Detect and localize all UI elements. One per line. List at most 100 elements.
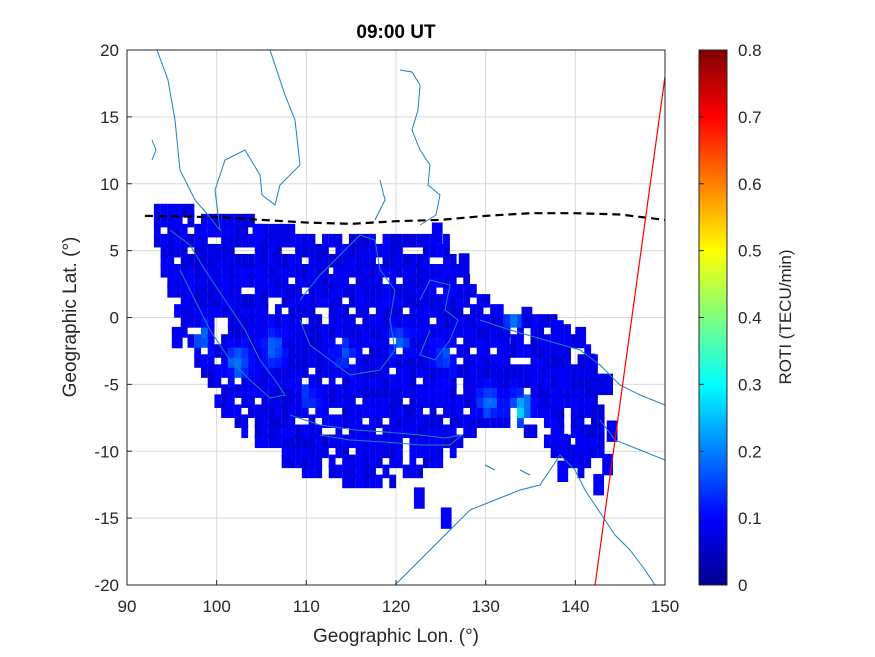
roti-cell: [577, 364, 585, 378]
roti-cell: [570, 414, 578, 429]
roti-cell: [301, 364, 309, 378]
roti-cell: [543, 384, 551, 398]
roti-cell: [274, 394, 282, 408]
roti-cell: [342, 384, 350, 398]
roti-cell: [281, 284, 289, 298]
roti-cell: [261, 314, 269, 328]
roti-cell: [449, 364, 457, 378]
roti-cell: [416, 364, 423, 378]
roti-cell: [295, 233, 302, 248]
roti-cell: [274, 324, 282, 338]
roti-cell: [443, 284, 450, 298]
roti-cell: [496, 364, 504, 378]
roti-cell: [187, 304, 195, 318]
roti-cell: [248, 274, 255, 288]
roti-cell: [443, 354, 450, 368]
roti-cell: [382, 394, 390, 408]
roti-cell: [449, 314, 457, 328]
roti-cell: [369, 404, 376, 418]
roti-cell: [496, 374, 504, 388]
roti-cell: [268, 264, 276, 278]
roti-cell: [200, 223, 208, 238]
roti-cell: [227, 314, 235, 328]
roti-cell: [463, 284, 471, 298]
roti-cell: [342, 264, 350, 278]
roti-cell: [490, 404, 497, 418]
roti-cell: [261, 424, 269, 439]
roti-cell: [200, 253, 208, 268]
roti-cell: [409, 354, 417, 368]
roti-cell: [443, 394, 450, 408]
roti-cell: [469, 334, 477, 348]
roti-cell: [207, 243, 215, 258]
roti-cell: [328, 344, 336, 358]
roti-cell: [557, 460, 569, 483]
x-tick-label: 100: [202, 597, 230, 616]
roti-cell: [362, 334, 370, 348]
roti-cell: [348, 314, 356, 328]
roti-cell: [174, 264, 181, 278]
roti-cell: [510, 394, 518, 408]
roti-cell: [315, 424, 323, 439]
roti-cell: [597, 404, 605, 418]
roti-cell: [517, 414, 524, 429]
roti-cell: [274, 253, 282, 268]
roti-cell: [308, 274, 316, 288]
roti-cell: [409, 384, 417, 398]
roti-cell: [537, 384, 545, 398]
roti-cell: [315, 284, 323, 298]
roti-cell: [469, 394, 477, 408]
roti-cell: [375, 384, 383, 398]
roti-cell: [530, 404, 538, 418]
roti-cell: [288, 454, 296, 469]
roti-cell: [416, 414, 423, 429]
roti-cell: [483, 344, 491, 358]
colorbar-tick-label: 0.1: [738, 509, 762, 528]
roti-cell: [322, 404, 329, 418]
roti-cell: [436, 314, 444, 328]
roti-cell: [315, 444, 323, 459]
roti-cell: [322, 284, 329, 298]
roti-cell: [389, 264, 397, 278]
roti-cell: [200, 243, 208, 258]
roti-cell: [301, 404, 309, 418]
roti-cell: [409, 274, 417, 288]
roti-cell: [207, 334, 215, 348]
roti-cell: [449, 253, 457, 268]
roti-cell: [254, 264, 262, 278]
x-tick-label: 150: [651, 597, 679, 616]
roti-cell: [389, 344, 397, 358]
roti-cell: [301, 264, 309, 278]
roti-cell: [355, 454, 363, 469]
roti-cell: [369, 454, 376, 469]
roti-cell: [416, 394, 423, 408]
roti-cell: [254, 374, 262, 388]
roti-cell: [268, 374, 276, 388]
roti-cell: [180, 243, 188, 258]
roti-cell: [335, 354, 343, 368]
roti-cell: [167, 253, 175, 268]
roti-cell: [443, 264, 450, 278]
roti-cell: [476, 304, 484, 318]
roti-cell: [355, 324, 363, 338]
roti-cell: [496, 384, 504, 398]
roti-cell: [295, 434, 302, 449]
roti-cell: [214, 284, 222, 298]
roti-cell: [593, 473, 605, 496]
roti-cell: [436, 274, 444, 288]
roti-cell: [301, 384, 309, 398]
roti-cell: [483, 324, 491, 338]
roti-cell: [322, 334, 329, 348]
roti-cell: [362, 374, 370, 388]
roti-cell: [174, 243, 181, 258]
roti-cell: [308, 294, 316, 308]
roti-cell: [328, 334, 336, 348]
roti-cell: [234, 284, 242, 298]
roti-cell: [416, 344, 423, 358]
roti-cell: [429, 434, 437, 449]
roti-cell: [389, 474, 397, 489]
roti-cell: [416, 324, 423, 338]
roti-cell: [167, 243, 175, 258]
roti-cell: [443, 243, 450, 258]
roti-cell: [261, 344, 269, 358]
